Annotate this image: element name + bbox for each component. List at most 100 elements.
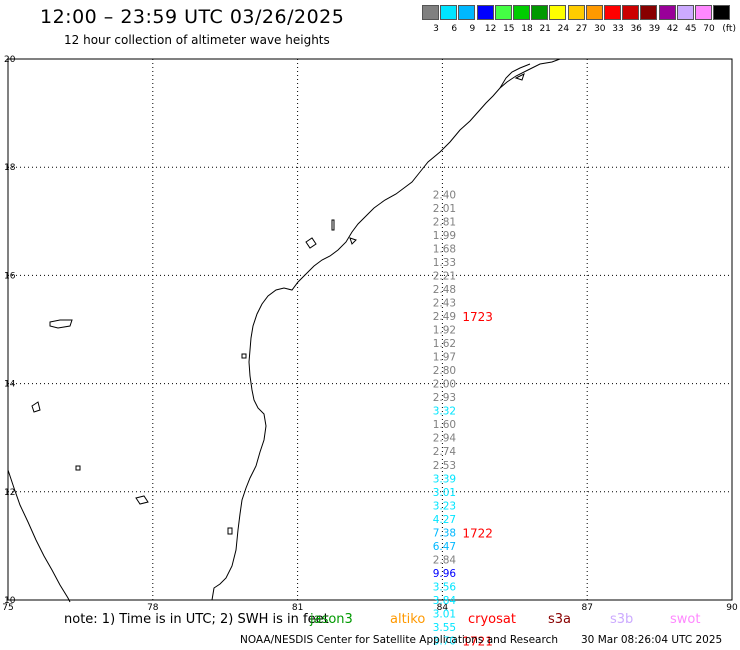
island-1 [49,319,73,329]
wave-height-value: 2.01 [433,203,456,215]
island-8 [241,353,247,359]
scale-swatch [640,5,658,20]
lat-tick-label: 18 [4,163,16,173]
wave-height-value: 2.43 [433,297,456,309]
island-6 [331,219,335,231]
wave-height-value: 1.92 [433,325,456,337]
island-5 [305,237,317,249]
lat-tick-label: 16 [4,271,16,281]
wave-height-value: 2.93 [433,392,456,404]
map-title: 12:00 – 23:59 UTC 03/26/2025 [40,6,345,28]
scale-label: 39 [648,24,661,34]
satellite-legend-item: cryosat [468,612,516,627]
footer-note: note: 1) Time is in UTC; 2) SWH is in fe… [64,612,329,627]
satellite-legend-item: swot [670,612,701,627]
wave-height-value: 3.23 [433,500,456,512]
track-time-label: 1722 [462,526,493,540]
lon-tick-label: 75 [2,603,13,613]
wave-height-value: 3.56 [433,581,457,593]
lon-tick-label: 81 [292,603,303,613]
scale-swatch [622,5,640,20]
wave-height-value: 2.80 [433,365,456,377]
scale-swatch [476,5,494,20]
satellite-legend-item: altiko [390,612,426,627]
lat-tick-label: 10 [4,596,16,606]
lon-tick-label: 78 [147,603,159,613]
scale-label: 27 [575,24,588,34]
scale-swatch [567,5,585,20]
axis-tick-labels: 75 78 81 84 87 90 20 18 16 14 12 10 [2,55,738,613]
lon-tick-label: 90 [726,603,738,613]
wave-height-value: 3.01 [433,487,456,499]
wave-height-value: 7.38 [433,527,456,539]
scale-label: 42 [666,24,679,34]
scale-swatch [585,5,603,20]
scale-swatch [695,5,712,20]
lon-tick-label: 84 [437,603,449,613]
scale-label: 6 [451,24,458,34]
wave-height-value: 1.60 [433,419,456,431]
island-2 [31,401,41,413]
wave-height-value: 1.68 [433,243,456,255]
scale-label: 3 [433,24,439,34]
wave-height-value: 3.01 [433,609,456,621]
lat-tick-label: 12 [4,488,15,498]
wave-height-value: 2.00 [433,379,456,391]
lat-tick-label: 14 [4,380,16,390]
scale-label: 30 [594,24,606,34]
island-3 [135,495,149,505]
wave-height-value: 9.96 [433,568,457,580]
wave-height-value: 2.48 [433,284,456,296]
satellite-legend-item: s3b [610,612,634,627]
map-subtitle: 12 hour collection of altimeter wave hei… [64,33,330,47]
wave-height-value: 2.84 [433,554,457,566]
scale-label: 15 [503,24,515,34]
lat-tick-label: 20 [4,55,16,65]
wave-height-value: 1.33 [433,257,456,269]
scale-swatch [513,5,530,20]
island-4 [75,465,81,471]
credit-line: NOAA/NESDIS Center for Satellite Applica… [240,634,558,646]
wave-height-value: 2.40 [433,189,456,201]
scale-swatch [604,5,621,20]
track-time-label: 1723 [462,310,493,324]
satellite-legend-item: s3a [548,612,572,627]
scale-unit: (ft) [722,24,736,34]
wave-height-value: 2.81 [433,216,456,228]
wave-height-value: 6.47 [433,541,456,553]
satellite-track: 2.40 2.012.81 1.991.68 1.332.21 2.482.43 2.49… [433,189,493,648]
island-7 [349,237,357,245]
sri-lanka-coast [7,469,71,603]
scale-swatch [458,5,476,20]
scale-label: 12 [484,24,497,34]
wave-height-value: 1.62 [433,338,456,350]
wave-height-value: 3.55 [433,622,456,634]
wave-height-value: 2.94 [433,433,457,445]
wave-height-value: 1.97 [433,352,456,364]
wave-height-value: 2.53 [433,460,456,472]
satellite-legend-item: jason3 [310,612,353,627]
map-grid [7,58,733,601]
scale-swatch [422,5,439,20]
island-9 [227,527,233,535]
scale-label: 18 [521,24,533,34]
wave-height-value: 3.84 [433,595,457,607]
scale-swatch [658,5,676,20]
wave-height-value: 2.49 [433,311,456,323]
wave-height-value: 2.74 [433,446,457,458]
wave-height-value: 1.99 [433,230,456,242]
lon-tick-label: 87 [581,603,592,613]
east-india-coastline [211,58,561,601]
wave-height-value: 3.39 [433,473,456,485]
scale-swatch [494,5,512,20]
scale-label: 9 [469,24,476,34]
scale-swatch [549,5,567,20]
scale-label: 33 [612,24,624,34]
generated-timestamp: 30 Mar 08:26:04 UTC 2025 [581,634,723,646]
track-time-label: 1721 [462,635,493,649]
scale-label: 70 [703,24,715,34]
scale-label: 21 [539,24,551,34]
wave-height-value: 3.70 [433,636,456,648]
north-bay-coast [499,63,531,89]
